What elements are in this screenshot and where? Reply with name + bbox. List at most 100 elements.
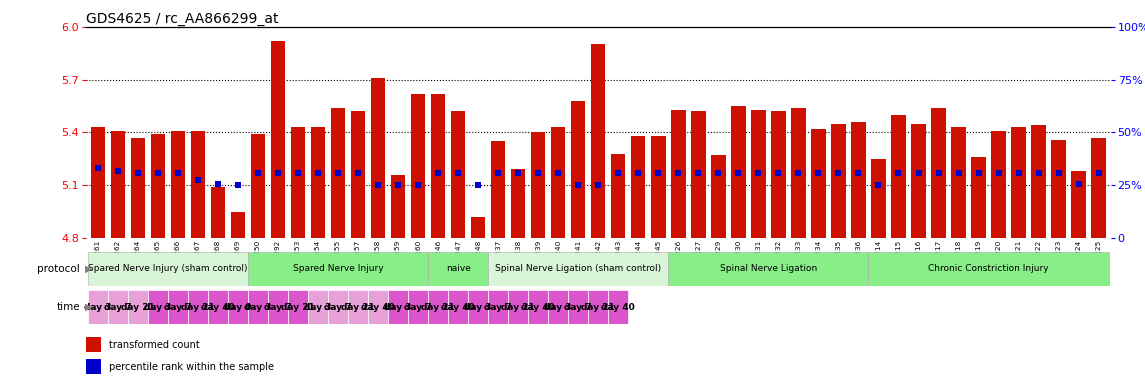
Bar [86,359,101,374]
Point [88,165,106,171]
Bar [248,290,268,324]
Point [890,170,908,176]
Bar [488,290,508,324]
Bar [128,290,148,324]
Bar [871,159,886,238]
Text: percentile rank within the sample: percentile rank within the sample [109,362,274,372]
Bar [548,290,568,324]
Bar [1051,139,1066,238]
Point [1029,170,1048,176]
Text: time: time [56,302,80,312]
Text: day 7: day 7 [164,303,191,312]
Bar [992,131,1005,238]
Text: day 40: day 40 [441,303,475,312]
Bar [652,136,665,238]
Point [349,170,368,176]
Bar [331,108,346,238]
Bar [671,109,686,238]
Point [749,170,767,176]
Text: naive: naive [445,264,471,273]
Text: day 3: day 3 [84,303,111,312]
Bar [611,154,625,238]
Bar [551,127,566,238]
Bar [88,252,248,286]
Text: day 21: day 21 [421,303,455,312]
Text: day 21: day 21 [181,303,215,312]
Bar [86,336,101,352]
Point [489,170,507,176]
Bar [211,187,226,238]
Text: Spinal Nerve Ligation: Spinal Nerve Ligation [720,264,818,273]
Point [128,170,147,176]
Bar [1032,126,1045,238]
Point [850,170,868,176]
Bar [468,290,488,324]
Point [1050,170,1068,176]
Bar [711,156,726,238]
Bar [669,252,868,286]
Point [229,182,247,189]
Text: day 7: day 7 [564,303,592,312]
Bar [428,252,488,286]
Bar [108,290,128,324]
Point [289,170,307,176]
Bar [411,94,425,238]
Bar [608,290,629,324]
Bar [508,290,528,324]
Bar [831,124,846,238]
Bar [231,212,245,238]
Bar [350,111,365,238]
Point [649,170,668,176]
Point [429,170,448,176]
Text: day 3: day 3 [144,303,172,312]
Point [208,180,227,187]
Bar [772,111,785,238]
Bar [271,41,285,238]
Text: Spared Nerve Injury: Spared Nerve Injury [293,264,384,273]
Point [709,170,727,176]
Point [589,182,607,189]
Bar [531,132,545,238]
Point [1069,180,1088,187]
Point [970,170,988,176]
Point [1010,170,1028,176]
Text: ▶: ▶ [85,264,93,274]
Point [829,170,847,176]
Bar [228,290,248,324]
Bar [308,290,329,324]
Bar [692,111,705,238]
Point [689,170,708,176]
Bar [310,127,325,238]
Bar [329,290,348,324]
Bar [248,252,428,286]
Bar [511,169,526,238]
Text: day 3: day 3 [305,303,332,312]
Bar [471,217,485,238]
Bar [148,290,168,324]
Bar [751,109,766,238]
Point [869,182,887,189]
Point [329,170,347,176]
Bar [208,290,228,324]
Text: day 3: day 3 [244,303,271,312]
Bar [371,78,386,238]
Bar [131,138,145,238]
Point [369,182,387,189]
Bar [90,127,105,238]
Bar [1091,138,1106,238]
Text: transformed count: transformed count [109,339,199,349]
Text: day 40: day 40 [601,303,635,312]
Point [269,170,287,176]
Text: protocol: protocol [38,264,80,274]
Bar [388,290,408,324]
Bar [1072,171,1085,238]
Bar [390,175,405,238]
Bar [589,290,608,324]
Point [529,170,547,176]
Bar [951,127,965,238]
Text: Spinal Nerve Ligation (sham control): Spinal Nerve Ligation (sham control) [495,264,662,273]
Bar [528,290,548,324]
Point [609,170,627,176]
Bar [488,252,669,286]
Point [389,182,408,189]
